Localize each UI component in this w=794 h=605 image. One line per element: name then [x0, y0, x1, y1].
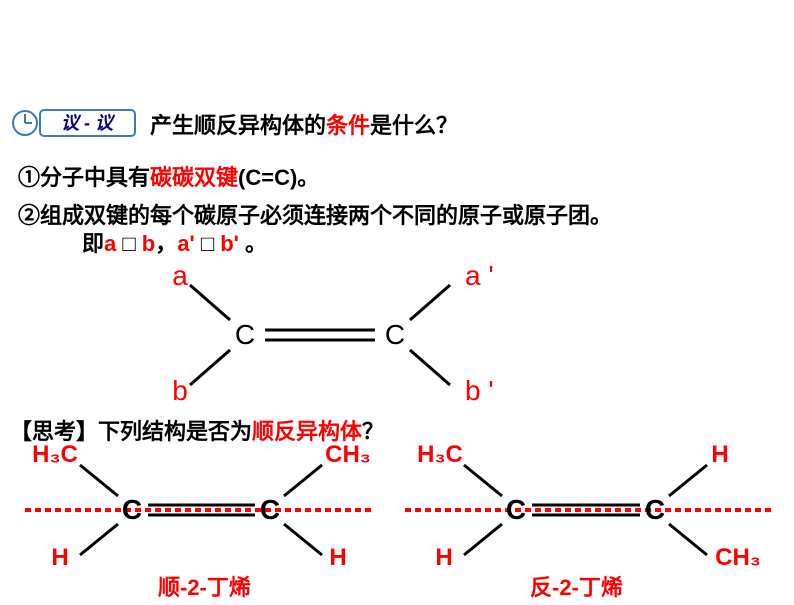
p2b-b: b [142, 231, 155, 256]
mol-left-label: 顺-2-丁烯 [158, 570, 251, 602]
mol-right-label: 反-2-丁烯 [530, 570, 623, 602]
label-ap: a ' [465, 260, 494, 291]
ml-br: H [329, 544, 346, 571]
p2b-sq2: □ [195, 231, 221, 256]
ml-c2: C [260, 494, 280, 525]
p2b-ap: a' [177, 231, 194, 256]
question-post: 是什么？ [370, 113, 458, 138]
label-bp: b ' [465, 375, 494, 406]
p2b-a: a [104, 231, 116, 256]
question-text: 产生顺反异构体的条件是什么？ [150, 108, 458, 140]
p2b-pre: 即 [82, 231, 104, 256]
p2b-c: ， [155, 231, 177, 256]
mr-c1: C [506, 494, 526, 525]
label-b: b [172, 375, 188, 406]
question-pre: 产生顺反异构体的 [150, 113, 326, 138]
p2b-end: 。 [239, 231, 267, 256]
p2b-bp: b' [220, 231, 239, 256]
point2-text: ②组成双键的每个碳原子必须连接两个不同的原子或原子团。 [18, 203, 612, 228]
mr-tl: H₃C [417, 441, 463, 468]
p2b-sq1: □ [116, 231, 142, 256]
ml-c1: C [122, 494, 142, 525]
mr-br: CH₃ [715, 544, 761, 571]
ml-tr: CH₃ [325, 441, 371, 468]
label-a: a [172, 260, 188, 291]
point-2b: 即a □ b，a' □ b' 。 [82, 226, 267, 258]
point1-red: 碳碳双键 [150, 165, 238, 190]
ml-tl: H₃C [32, 441, 78, 468]
point1-post: (C=C)。 [238, 165, 319, 190]
left-c: C [235, 319, 255, 350]
mr-tr: H [711, 441, 728, 468]
question-red: 条件 [326, 113, 370, 138]
mr-bl: H [435, 544, 452, 571]
mr-c2: C [645, 494, 665, 525]
point1-pre: ①分子中具有 [18, 165, 150, 190]
molecules-area: C C H₃C H CH₃ H C C H₃C H H CH₃ [0, 440, 794, 600]
ml-bl: H [51, 544, 68, 571]
structure-diagram: C C a b a ' b ' [165, 260, 515, 410]
right-c: C [385, 319, 405, 350]
badge-text: 议 - 议 [61, 113, 116, 133]
point-1: ①分子中具有碳碳双键(C=C)。 [18, 160, 319, 192]
discuss-badge: 议 - 议 [10, 108, 140, 143]
